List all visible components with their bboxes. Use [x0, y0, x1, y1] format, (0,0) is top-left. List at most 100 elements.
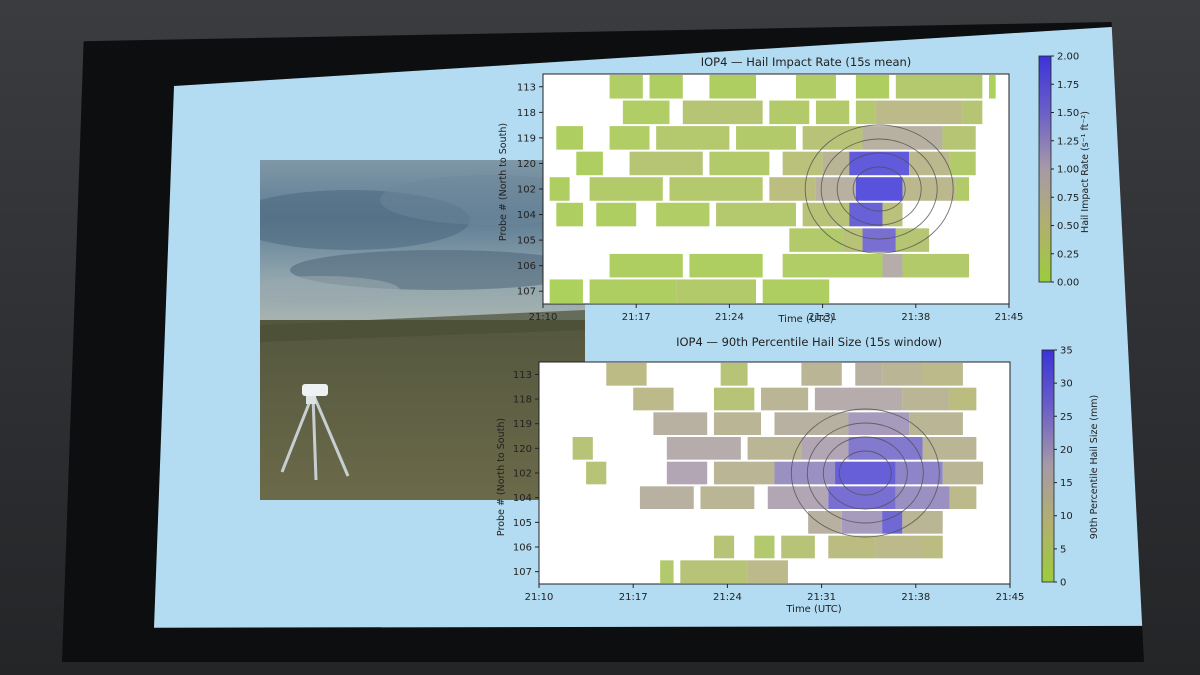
x-tick-label: 21:31 — [807, 592, 836, 603]
heatmap-cell — [949, 486, 977, 509]
y-axis-label: Probe # (North to South) — [496, 418, 507, 536]
y-tick-label: 105 — [517, 236, 536, 247]
colorbar-tick-label: 1.50 — [1057, 108, 1079, 119]
colorbar-tick-label: 0.00 — [1057, 278, 1079, 289]
heatmap-cell — [609, 75, 643, 99]
heatmap-cell — [822, 151, 850, 176]
heatmap-cell — [774, 461, 836, 485]
contour-line — [836, 152, 922, 226]
y-tick-label: 118 — [517, 108, 536, 119]
chart-title: IOP4 — 90th Percentile Hail Size (15s wi… — [676, 335, 942, 349]
chart-title: IOP4 — Hail Impact Rate (15s mean) — [701, 55, 912, 69]
heatmap-cell — [828, 486, 896, 509]
contour-line — [838, 450, 892, 496]
presentation-slide: IOP4 — Hail Impact Rate (15s mean) Time … — [154, 25, 1144, 628]
heatmap-cell — [774, 412, 849, 435]
heatmap-cell — [895, 75, 983, 99]
heatmap-cell — [609, 253, 683, 278]
contour-line — [820, 138, 938, 240]
colorbar-tick-label: 1.75 — [1057, 80, 1079, 91]
heatmap-cell — [629, 151, 703, 176]
y-tick-label: 120 — [513, 444, 532, 455]
heatmap-cell — [862, 228, 896, 252]
heatmap-cell — [589, 177, 663, 201]
x-tick-label: 21:45 — [996, 592, 1025, 603]
heatmap-cell — [902, 387, 950, 411]
contour-line — [852, 166, 906, 212]
x-axis-label: Time (UTC) — [777, 314, 833, 325]
heatmap-cell — [855, 100, 876, 125]
heatmap-cell — [596, 202, 637, 227]
heatmap-cell — [835, 461, 896, 485]
heatmap-cell — [882, 511, 903, 534]
heatmap-cell — [660, 560, 674, 583]
heatmap-cell — [895, 461, 943, 485]
heatmap-cell — [754, 535, 775, 559]
x-tick-label: 21:45 — [995, 312, 1024, 323]
heatmap-cell — [639, 486, 694, 509]
colorbar-tick-label: 2.00 — [1057, 52, 1079, 63]
heatmap-cell — [855, 177, 903, 201]
colorbar-tick-label: 30 — [1060, 379, 1073, 390]
heatmap-cell — [666, 437, 741, 460]
heatmap-cell — [949, 151, 976, 176]
x-tick-label: 21:31 — [808, 312, 837, 323]
y-tick-label: 104 — [517, 210, 536, 221]
heatmap-cell — [802, 126, 863, 150]
heatmap-cell — [769, 100, 810, 125]
x-tick-label: 21:38 — [901, 592, 930, 603]
x-axis-label: Time (UTC) — [785, 604, 841, 615]
heatmap-cell — [549, 279, 583, 303]
heatmap-cell — [713, 387, 755, 411]
colorbar-tick-label: 0.50 — [1057, 221, 1079, 232]
y-tick-label: 120 — [517, 159, 536, 170]
heatmap-cell — [713, 461, 775, 485]
colorbar-tick-label: 0.75 — [1057, 193, 1079, 204]
colorbar-label: 90th Percentile Hail Size (mm) — [1089, 395, 1100, 539]
heatmap-cell — [855, 363, 883, 386]
heatmap-cell — [556, 202, 583, 227]
heatmap-cell — [656, 202, 710, 227]
heatmap-cell — [669, 177, 763, 201]
heatmap-cell — [808, 511, 842, 534]
heatmap-cell — [767, 486, 829, 509]
y-axis-label: Probe # (North to South) — [498, 123, 509, 241]
heatmap-cell — [989, 75, 996, 99]
heatmap-cell — [549, 177, 570, 201]
heatmap-cell — [682, 100, 763, 125]
heatmap-cell — [716, 202, 796, 227]
y-tick-label: 106 — [513, 543, 532, 554]
heatmap-cell — [882, 363, 923, 386]
heatmap-cell — [882, 253, 903, 278]
heatmap-cell — [962, 100, 983, 125]
x-tick-label: 21:10 — [529, 312, 558, 323]
heatmap-cell — [653, 412, 708, 435]
heatmap-cell — [709, 75, 757, 99]
heatmap-cell — [862, 126, 943, 150]
heatmap-cell — [713, 412, 762, 435]
y-tick-label: 119 — [513, 419, 532, 430]
heatmap-cell — [801, 363, 842, 386]
colorbar-tick-label: 10 — [1060, 511, 1073, 522]
heatmap-cell — [736, 126, 796, 150]
contour-line — [804, 124, 954, 254]
heatmap-cell — [700, 486, 755, 509]
heatmap-cell — [609, 126, 650, 150]
x-tick-label: 21:17 — [619, 592, 648, 603]
heatmap-cell — [761, 387, 809, 411]
heatmap-cell — [909, 412, 963, 435]
heatmap-cell — [689, 253, 763, 278]
contour-line — [790, 408, 940, 538]
heatmap-cell — [666, 461, 708, 485]
heatmap-cell — [789, 228, 843, 252]
contour-line — [822, 436, 908, 510]
heatmap-cell — [676, 279, 757, 303]
heatmap-cell — [782, 151, 823, 176]
hail-impact-rate-chart: IOP4 — Hail Impact Rate (15s mean) Time … — [498, 52, 1091, 326]
y-tick-label: 107 — [513, 567, 532, 578]
contour-line — [806, 422, 924, 524]
colorbar-tick-label: 1.00 — [1057, 165, 1079, 176]
y-tick-label: 107 — [517, 287, 536, 298]
x-tick-label: 21:24 — [713, 592, 742, 603]
heatmap-cell — [902, 177, 956, 201]
